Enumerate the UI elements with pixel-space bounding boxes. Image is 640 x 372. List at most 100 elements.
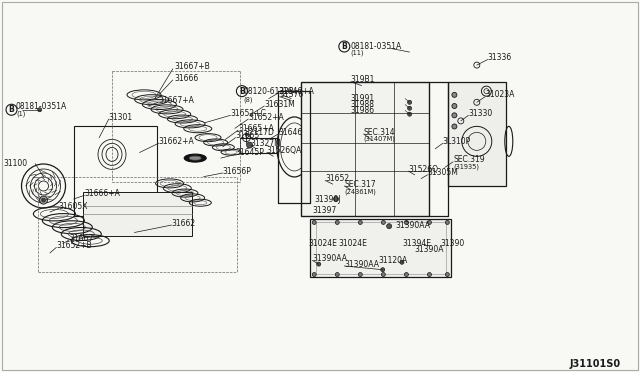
Circle shape bbox=[428, 273, 431, 276]
Circle shape bbox=[408, 100, 412, 104]
Ellipse shape bbox=[189, 156, 201, 160]
Circle shape bbox=[312, 221, 316, 224]
Text: 31667: 31667 bbox=[69, 234, 93, 243]
Text: 31100: 31100 bbox=[3, 159, 28, 168]
Circle shape bbox=[452, 103, 457, 109]
Text: 31665+A: 31665+A bbox=[238, 124, 274, 133]
Bar bbox=[83, 192, 192, 236]
Circle shape bbox=[452, 113, 457, 118]
Text: B: B bbox=[9, 105, 14, 114]
Text: 31667+A: 31667+A bbox=[158, 96, 194, 105]
Text: 31652+A: 31652+A bbox=[248, 113, 284, 122]
Text: 08120-61228: 08120-61228 bbox=[243, 87, 294, 96]
Text: 31301: 31301 bbox=[109, 113, 133, 122]
Bar bbox=[316, 222, 446, 274]
Circle shape bbox=[445, 221, 449, 224]
Text: 31666: 31666 bbox=[174, 74, 198, 83]
Circle shape bbox=[381, 273, 385, 276]
Circle shape bbox=[246, 142, 253, 148]
Bar bbox=[310, 219, 451, 277]
Circle shape bbox=[404, 273, 408, 276]
Text: 31390J: 31390J bbox=[315, 195, 341, 203]
Text: 31376: 31376 bbox=[280, 90, 304, 99]
Text: 31646: 31646 bbox=[278, 128, 303, 137]
Text: 08181-0351A: 08181-0351A bbox=[351, 42, 402, 51]
Text: B: B bbox=[239, 87, 244, 96]
Text: 31631M: 31631M bbox=[264, 100, 295, 109]
Text: 31662: 31662 bbox=[172, 219, 196, 228]
Text: (31935): (31935) bbox=[453, 163, 479, 170]
Text: SEC.314: SEC.314 bbox=[364, 128, 395, 137]
Text: 31390AA: 31390AA bbox=[344, 260, 380, 269]
Circle shape bbox=[335, 273, 339, 276]
Ellipse shape bbox=[184, 154, 206, 162]
Text: 32117D: 32117D bbox=[244, 128, 275, 137]
Circle shape bbox=[40, 196, 47, 204]
Text: 31988: 31988 bbox=[351, 100, 375, 109]
Circle shape bbox=[358, 221, 362, 224]
Circle shape bbox=[42, 198, 45, 202]
Text: 31394E: 31394E bbox=[402, 239, 431, 248]
Text: 319B1: 319B1 bbox=[351, 76, 375, 84]
Circle shape bbox=[408, 106, 412, 110]
Text: 31390AA: 31390AA bbox=[312, 254, 348, 263]
Circle shape bbox=[333, 196, 339, 202]
Text: 31656P: 31656P bbox=[223, 167, 252, 176]
Text: 31526Q: 31526Q bbox=[408, 165, 438, 174]
Text: 31390: 31390 bbox=[440, 239, 465, 248]
Text: 31023A: 31023A bbox=[485, 90, 515, 99]
Circle shape bbox=[452, 92, 457, 97]
Text: 31645P: 31645P bbox=[236, 148, 264, 157]
Bar bbox=[448, 82, 506, 186]
Circle shape bbox=[387, 224, 392, 229]
Text: (24361M): (24361M) bbox=[344, 188, 376, 195]
Text: (11): (11) bbox=[351, 50, 364, 57]
Text: B: B bbox=[342, 42, 347, 51]
Circle shape bbox=[358, 273, 362, 276]
Text: 31336: 31336 bbox=[488, 53, 512, 62]
Text: (1): (1) bbox=[16, 110, 26, 117]
Text: 31646+A: 31646+A bbox=[278, 87, 314, 96]
Bar bbox=[74, 126, 157, 216]
Text: 31120A: 31120A bbox=[379, 256, 408, 265]
Circle shape bbox=[381, 221, 385, 224]
Text: 31327M: 31327M bbox=[251, 139, 282, 148]
Circle shape bbox=[400, 260, 404, 264]
Text: SEC.317: SEC.317 bbox=[344, 180, 376, 189]
Circle shape bbox=[452, 124, 457, 129]
Circle shape bbox=[381, 268, 385, 272]
Circle shape bbox=[408, 112, 412, 116]
Text: 31667+B: 31667+B bbox=[174, 62, 210, 71]
Text: 31662+A: 31662+A bbox=[159, 137, 195, 146]
Text: 31665: 31665 bbox=[236, 131, 260, 140]
Text: 31390A: 31390A bbox=[415, 245, 444, 254]
Text: 31666+A: 31666+A bbox=[84, 189, 120, 198]
Text: 31605X: 31605X bbox=[59, 202, 88, 211]
Text: 31652: 31652 bbox=[325, 174, 349, 183]
Circle shape bbox=[445, 273, 449, 276]
Circle shape bbox=[312, 273, 316, 276]
Circle shape bbox=[404, 221, 408, 224]
Text: 31024E: 31024E bbox=[308, 239, 337, 248]
Text: 31390AA: 31390AA bbox=[396, 221, 431, 230]
Text: 31397: 31397 bbox=[312, 206, 337, 215]
Text: 31652+B: 31652+B bbox=[56, 241, 92, 250]
Circle shape bbox=[317, 262, 321, 266]
Circle shape bbox=[428, 221, 431, 224]
Text: 31330: 31330 bbox=[468, 109, 493, 118]
Text: 31986: 31986 bbox=[351, 106, 375, 115]
Text: (31407M): (31407M) bbox=[364, 135, 396, 142]
Text: 31652+C: 31652+C bbox=[230, 109, 266, 118]
Circle shape bbox=[335, 221, 339, 224]
Text: 31305M: 31305M bbox=[428, 169, 458, 177]
Text: 31526QA: 31526QA bbox=[267, 146, 302, 155]
Text: 31991: 31991 bbox=[351, 94, 375, 103]
Text: (8): (8) bbox=[243, 96, 253, 103]
Bar bbox=[301, 82, 429, 216]
Text: J31101S0: J31101S0 bbox=[570, 359, 621, 369]
Circle shape bbox=[38, 108, 42, 112]
Text: 08181-0351A: 08181-0351A bbox=[16, 102, 67, 110]
Text: 3L310P: 3L310P bbox=[443, 137, 471, 146]
Text: SEC.319: SEC.319 bbox=[453, 155, 484, 164]
Text: 31024E: 31024E bbox=[338, 239, 367, 248]
